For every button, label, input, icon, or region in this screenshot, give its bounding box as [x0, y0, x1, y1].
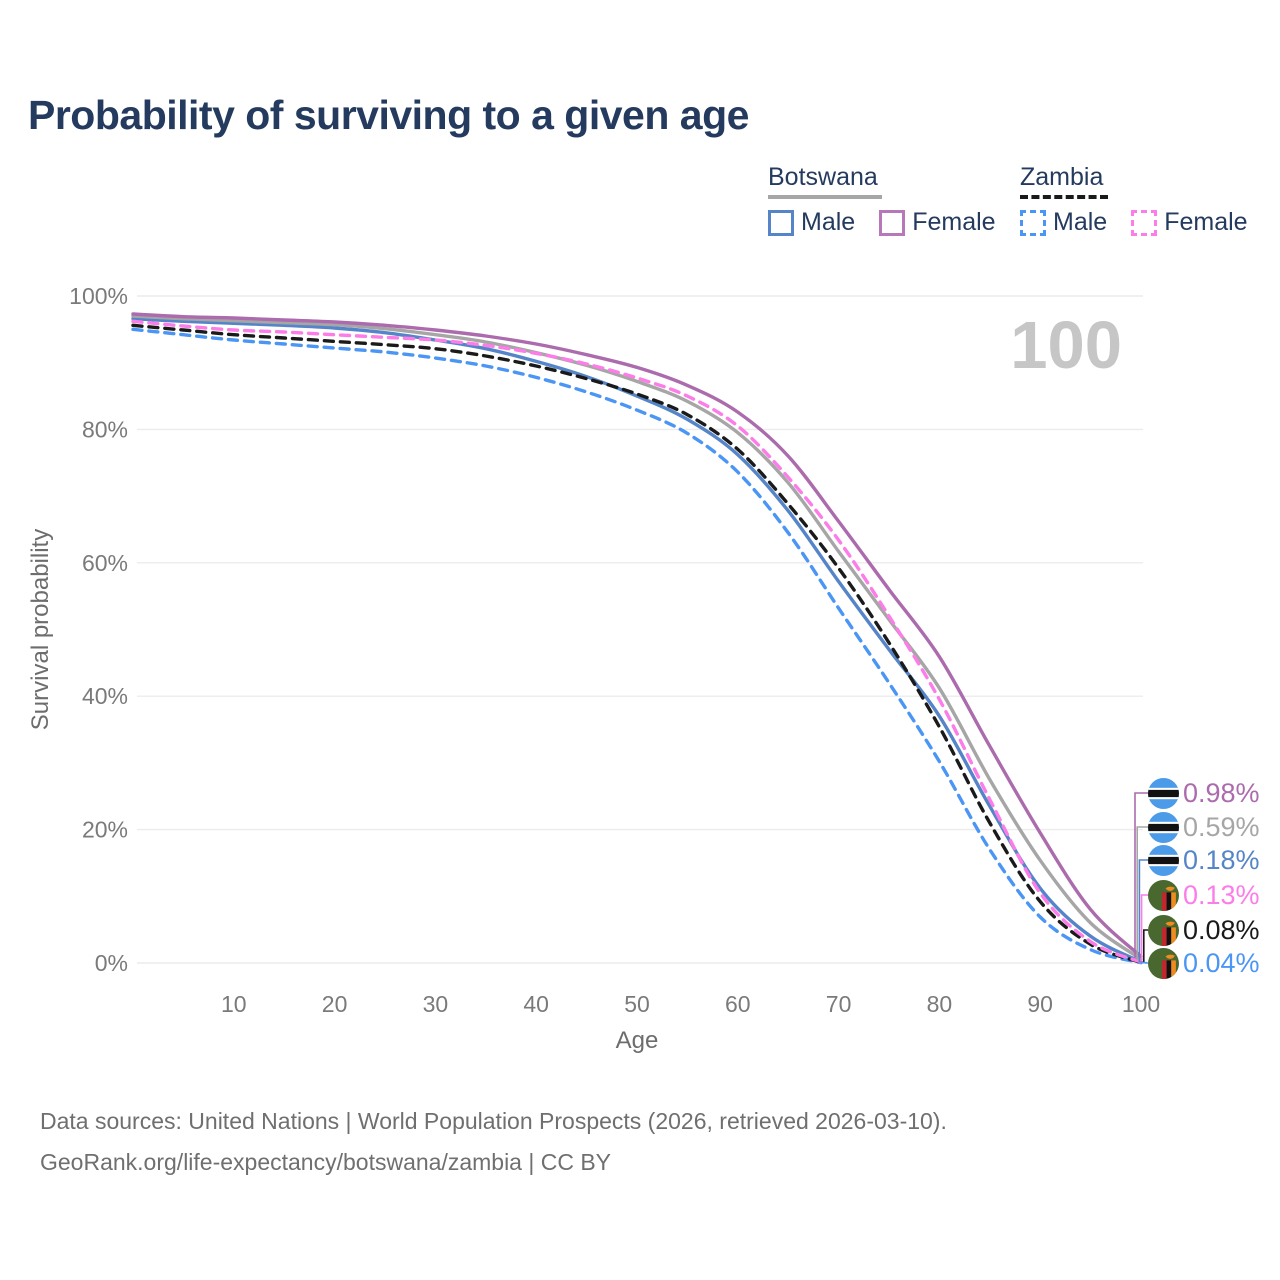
x-tick-label-50: 50	[624, 991, 650, 1017]
legend-group-botswana: Botswana Male Female	[768, 163, 996, 237]
end-value-zambia-male: 0.04%	[1183, 947, 1260, 978]
legend-group-zambia: Zambia Male Female	[1020, 163, 1248, 237]
checkbox-zambia-female[interactable]	[1131, 209, 1158, 236]
x-tick-label-90: 90	[1027, 991, 1053, 1017]
y-tick-label-0: 0%	[95, 950, 128, 976]
botswana-flag-icon	[1148, 811, 1179, 843]
end-label-botswana-male: 0.18%	[1148, 843, 1260, 877]
attribution-note: GeoRank.org/life-expectancy/botswana/zam…	[40, 1149, 612, 1175]
legend-label-botswana-male: Male	[801, 208, 856, 236]
x-tick-label-10: 10	[221, 991, 247, 1017]
legend-header-botswana: Botswana	[768, 163, 878, 191]
x-tick-label-80: 80	[927, 991, 953, 1017]
zambia-flag-icon	[1148, 947, 1179, 979]
end-value-botswana-female: 0.98%	[1183, 777, 1260, 808]
x-axis-title: Age	[616, 1027, 659, 1054]
legend-line-sample-dashed	[1020, 195, 1108, 199]
end-value-botswana-both: 0.59%	[1183, 811, 1260, 842]
series-line-botswana-both-sexes	[131, 314, 1143, 961]
y-tick-label-20: 20%	[82, 817, 128, 843]
series-line-botswana-female	[131, 312, 1143, 959]
zambia-flag-icon	[1148, 914, 1179, 946]
checkbox-botswana-female[interactable]	[879, 209, 906, 236]
label-connector-botswana-male	[1138, 859, 1148, 963]
y-tick-label-60: 60%	[82, 550, 128, 576]
legend-item-zambia-male[interactable]: Male	[1020, 208, 1107, 237]
end-label-zambia-female: 0.13%	[1148, 878, 1260, 912]
legend-line-sample-solid	[768, 195, 882, 199]
y-tick-label-100: 100%	[69, 283, 128, 309]
series-line-zambia-both-sexes	[131, 323, 1143, 965]
zambia-flag-icon	[1148, 879, 1179, 911]
data-sources-note: Data sources: United Nations | World Pop…	[40, 1108, 947, 1134]
legend-item-botswana-male[interactable]: Male	[768, 208, 855, 237]
y-axis-title: Survival probability	[27, 529, 54, 730]
series-line-botswana-male	[131, 316, 1143, 964]
legend-item-botswana-female[interactable]: Female	[879, 208, 996, 237]
x-tick-label-70: 70	[826, 991, 852, 1017]
y-tick-label-40: 40%	[82, 683, 128, 709]
page-title: Probability of surviving to a given age	[28, 92, 749, 138]
end-label-botswana-female: 0.98%	[1148, 776, 1260, 810]
end-label-zambia-male: 0.04%	[1148, 946, 1260, 980]
end-label-botswana-both: 0.59%	[1148, 810, 1260, 844]
x-tick-label-40: 40	[523, 991, 549, 1017]
legend-label-zambia-female: Female	[1164, 208, 1248, 236]
checkbox-botswana-male[interactable]	[768, 209, 794, 236]
y-tick-label-80: 80%	[82, 416, 128, 442]
legend-label-botswana-female: Female	[912, 208, 996, 236]
end-label-zambia-both: 0.08%	[1148, 913, 1260, 947]
end-value-zambia-female: 0.13%	[1183, 879, 1260, 910]
end-value-zambia-both: 0.08%	[1183, 914, 1260, 945]
series-line-zambia-male	[131, 327, 1143, 965]
x-tick-label-30: 30	[423, 991, 449, 1017]
legend-item-zambia-female[interactable]: Female	[1131, 208, 1248, 237]
botswana-flag-icon	[1148, 844, 1179, 876]
x-tick-label-100: 100	[1122, 991, 1160, 1017]
checkbox-zambia-male[interactable]	[1020, 209, 1046, 236]
series-line-zambia-female	[131, 319, 1143, 964]
end-value-botswana-male: 0.18%	[1183, 844, 1260, 875]
x-tick-label-60: 60	[725, 991, 751, 1017]
botswana-flag-icon	[1148, 777, 1179, 809]
x-tick-label-20: 20	[322, 991, 348, 1017]
legend-label-zambia-male: Male	[1053, 208, 1108, 236]
legend-header-zambia: Zambia	[1020, 163, 1104, 191]
age-indicator-watermark: 100	[1010, 308, 1122, 383]
